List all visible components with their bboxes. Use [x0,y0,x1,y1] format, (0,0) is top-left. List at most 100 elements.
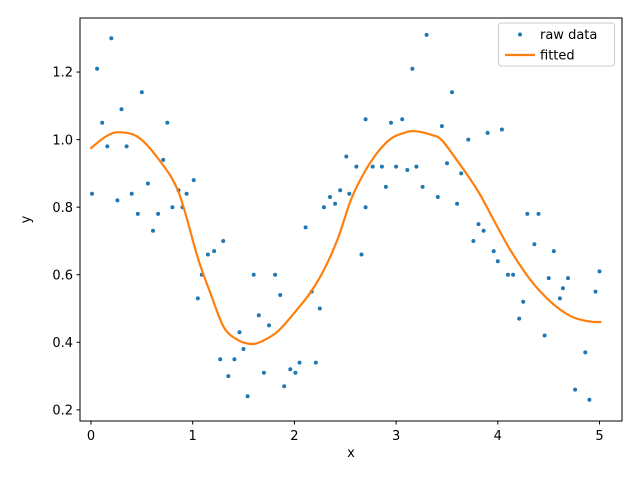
y-tick-label: 1.2 [52,66,73,81]
x-tick-label: 1 [189,429,197,444]
raw-data-point [303,225,308,230]
raw-data-point [261,370,266,375]
x-tick-label: 2 [290,429,298,444]
raw-data-point [389,120,393,125]
raw-data-point [195,296,200,301]
y-tick-label: 0.4 [52,336,73,351]
raw-data-point [400,117,405,122]
raw-data-point [450,90,454,95]
raw-data-point [338,188,343,193]
raw-data-point [139,90,144,95]
raw-data-point [363,117,368,122]
raw-data-point [165,120,170,125]
raw-data-point [151,228,155,233]
raw-data-point [517,316,522,321]
raw-data-point [363,205,368,210]
raw-data-point [282,384,287,389]
raw-data-point [354,164,359,169]
raw-data-point [297,360,302,365]
raw-data-point [95,66,100,71]
raw-data-point [115,198,120,203]
axes-frame [79,17,623,422]
raw-data-point [288,367,293,372]
raw-data-point [221,239,226,243]
raw-data-point [256,313,261,318]
raw-data-point [424,32,429,37]
raw-data-point [405,168,410,172]
raw-data-point [135,211,140,216]
x-tick-label: 0 [87,429,95,444]
raw-data-point [241,347,246,351]
raw-data-point [593,289,598,294]
raw-data-point [394,164,399,169]
raw-data-point [551,249,556,254]
raw-data-point [573,387,578,392]
raw-data-point [347,191,352,196]
raw-data-point [145,181,150,186]
raw-data-point [333,201,338,206]
raw-data-point [557,296,562,301]
raw-data-point [100,120,105,125]
raw-data-point [124,144,129,149]
raw-data-point [414,164,419,169]
raw-data-point [109,36,114,41]
raw-data-point [583,350,588,355]
fitted-curve [89,130,602,346]
raw-data-point [237,330,242,335]
raw-data-point [212,249,217,254]
raw-data-point [455,201,460,206]
x-axis-label: x [347,446,355,461]
raw-data-point [317,306,322,311]
raw-data-point [161,157,166,162]
y-tick-label: 1.0 [52,133,73,148]
raw-data-point [566,276,570,281]
raw-data-point [525,211,530,216]
raw-data-point [370,164,375,169]
raw-data-point [521,299,526,304]
raw-data-point [466,137,471,142]
raw-data-point [532,242,537,247]
raw-data-point [344,154,349,159]
raw-data-point [232,357,237,362]
raw-data-point [420,184,425,189]
raw-data-point [379,164,384,169]
raw-data-point [485,130,490,135]
raw-data-point [459,171,464,176]
raw-data-point [481,228,486,233]
raw-data-point [184,191,189,196]
x-tick-label: 5 [595,429,603,444]
raw-data-point [435,195,440,199]
raw-data-point [90,191,94,196]
raw-data-point [471,239,476,243]
raw-data-point [267,323,271,328]
raw-data-point [506,272,510,277]
y-tick-label: 0.2 [52,404,73,419]
tick-layer: 0 1 2 3 4 5 0.2 0.4 0.6 0.8 1.0 1.2 [52,66,603,444]
raw-data-point [313,360,318,365]
raw-data-point [491,249,496,254]
legend-entry-label: raw data [540,28,597,43]
fitted-curve-series [89,130,602,346]
raw-data-point [587,397,592,402]
raw-data-point [218,357,223,362]
legend-raw-data-marker [518,32,522,37]
raw-data-point [191,178,196,183]
y-tick-label: 0.6 [52,268,73,283]
raw-data-point [156,211,161,216]
raw-data-point [245,394,250,399]
raw-data-point [597,269,602,274]
y-axis-label: y [19,215,34,223]
raw-data-point [226,374,231,379]
raw-data-point [119,107,124,112]
raw-data-point [328,195,332,199]
raw-data-point [511,272,516,277]
raw-data-point [129,191,134,196]
raw-data-point [410,66,415,71]
raw-data-point [170,205,175,210]
raw-data-scatter-series [90,32,602,402]
raw-data-point [546,276,551,281]
raw-data-point [383,184,388,189]
raw-data-point [445,161,449,166]
